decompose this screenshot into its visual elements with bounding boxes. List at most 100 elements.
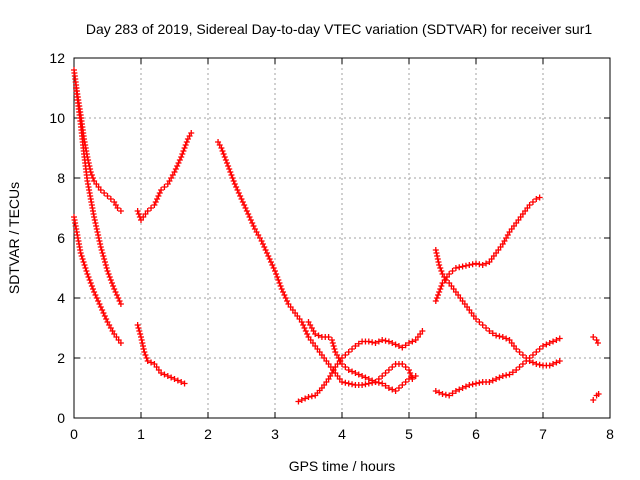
data-point — [117, 340, 124, 346]
data-point — [506, 371, 513, 378]
data-point — [168, 374, 175, 381]
data-point — [546, 340, 553, 346]
data-point — [87, 280, 94, 286]
data-point — [342, 364, 349, 370]
data-point — [590, 334, 597, 340]
data-point — [101, 313, 108, 319]
x-tick-label: 6 — [472, 426, 480, 442]
data-point — [389, 386, 396, 393]
data-point — [181, 380, 188, 387]
x-tick-label: 8 — [606, 426, 614, 442]
data-point — [523, 358, 530, 364]
data-point — [519, 352, 526, 358]
data-point — [79, 256, 86, 262]
data-point — [259, 241, 266, 247]
data-point — [113, 292, 120, 298]
data-point — [433, 295, 440, 301]
data-point — [435, 259, 442, 265]
data-point — [590, 397, 597, 403]
data-point — [432, 298, 439, 304]
data-point — [263, 250, 270, 256]
data-point — [503, 335, 510, 342]
series-arc-a — [71, 67, 124, 214]
data-point — [486, 379, 493, 385]
data-point — [349, 381, 356, 388]
data-point — [104, 193, 111, 199]
data-point — [274, 274, 281, 280]
data-point — [469, 381, 476, 388]
data-point — [369, 339, 376, 346]
data-point — [513, 367, 520, 373]
data-point — [342, 379, 349, 386]
data-point — [399, 361, 406, 367]
data-point — [399, 344, 406, 351]
data-point — [473, 260, 479, 267]
data-point — [273, 271, 280, 277]
data-point — [479, 262, 486, 268]
data-point — [220, 151, 227, 157]
data-point — [355, 340, 362, 347]
data-point — [436, 262, 443, 268]
data-point — [95, 298, 102, 304]
x-tick-label: 2 — [204, 426, 212, 442]
y-tick-label: 4 — [57, 290, 65, 306]
data-point — [96, 238, 103, 244]
x-tick-label: 3 — [271, 426, 279, 442]
series-arc-c — [71, 214, 124, 346]
data-point — [174, 377, 181, 384]
data-point — [466, 382, 473, 388]
x-axis-title: GPS time / hours — [289, 458, 396, 474]
data-point — [98, 247, 105, 253]
data-point — [556, 358, 563, 364]
data-point — [382, 382, 389, 389]
series-arc-i — [432, 247, 563, 369]
data-point — [242, 205, 249, 211]
data-point — [406, 376, 412, 382]
data-point — [228, 172, 235, 178]
data-point — [101, 256, 108, 262]
data-point — [479, 322, 486, 328]
data-point — [434, 253, 441, 259]
data-point — [107, 277, 114, 283]
data-point — [543, 341, 550, 348]
data-point — [142, 352, 149, 358]
series-arc-g — [295, 328, 426, 405]
data-point — [97, 241, 104, 247]
data-point — [258, 238, 265, 244]
data-point — [546, 362, 553, 369]
data-point — [446, 271, 453, 277]
y-axis-title: SDTVAR / TECUs — [6, 182, 22, 294]
data-point — [437, 286, 444, 292]
data-point — [136, 328, 143, 334]
data-point — [359, 373, 366, 379]
data-point — [231, 181, 238, 187]
data-point — [235, 190, 242, 196]
data-point — [509, 369, 516, 376]
data-point — [101, 190, 108, 196]
data-point — [473, 380, 479, 387]
data-point — [161, 184, 168, 190]
data-point — [104, 268, 111, 274]
data-point — [275, 277, 282, 283]
data-point — [278, 286, 285, 292]
data-point — [365, 376, 372, 382]
data-point — [134, 322, 141, 328]
data-point — [526, 202, 533, 208]
data-point — [439, 391, 446, 397]
data-point — [114, 205, 121, 211]
data-point — [91, 214, 98, 220]
data-point — [379, 373, 386, 379]
data-point — [469, 261, 476, 268]
data-point — [593, 337, 600, 343]
data-point — [402, 364, 409, 370]
data-point — [85, 274, 92, 280]
data-point — [540, 343, 546, 349]
data-point — [144, 208, 151, 214]
series-arc-m — [590, 391, 602, 403]
data-point — [250, 223, 257, 229]
data-point — [272, 268, 278, 274]
data-point — [171, 376, 178, 382]
data-point — [395, 343, 402, 349]
data-point — [449, 390, 456, 397]
